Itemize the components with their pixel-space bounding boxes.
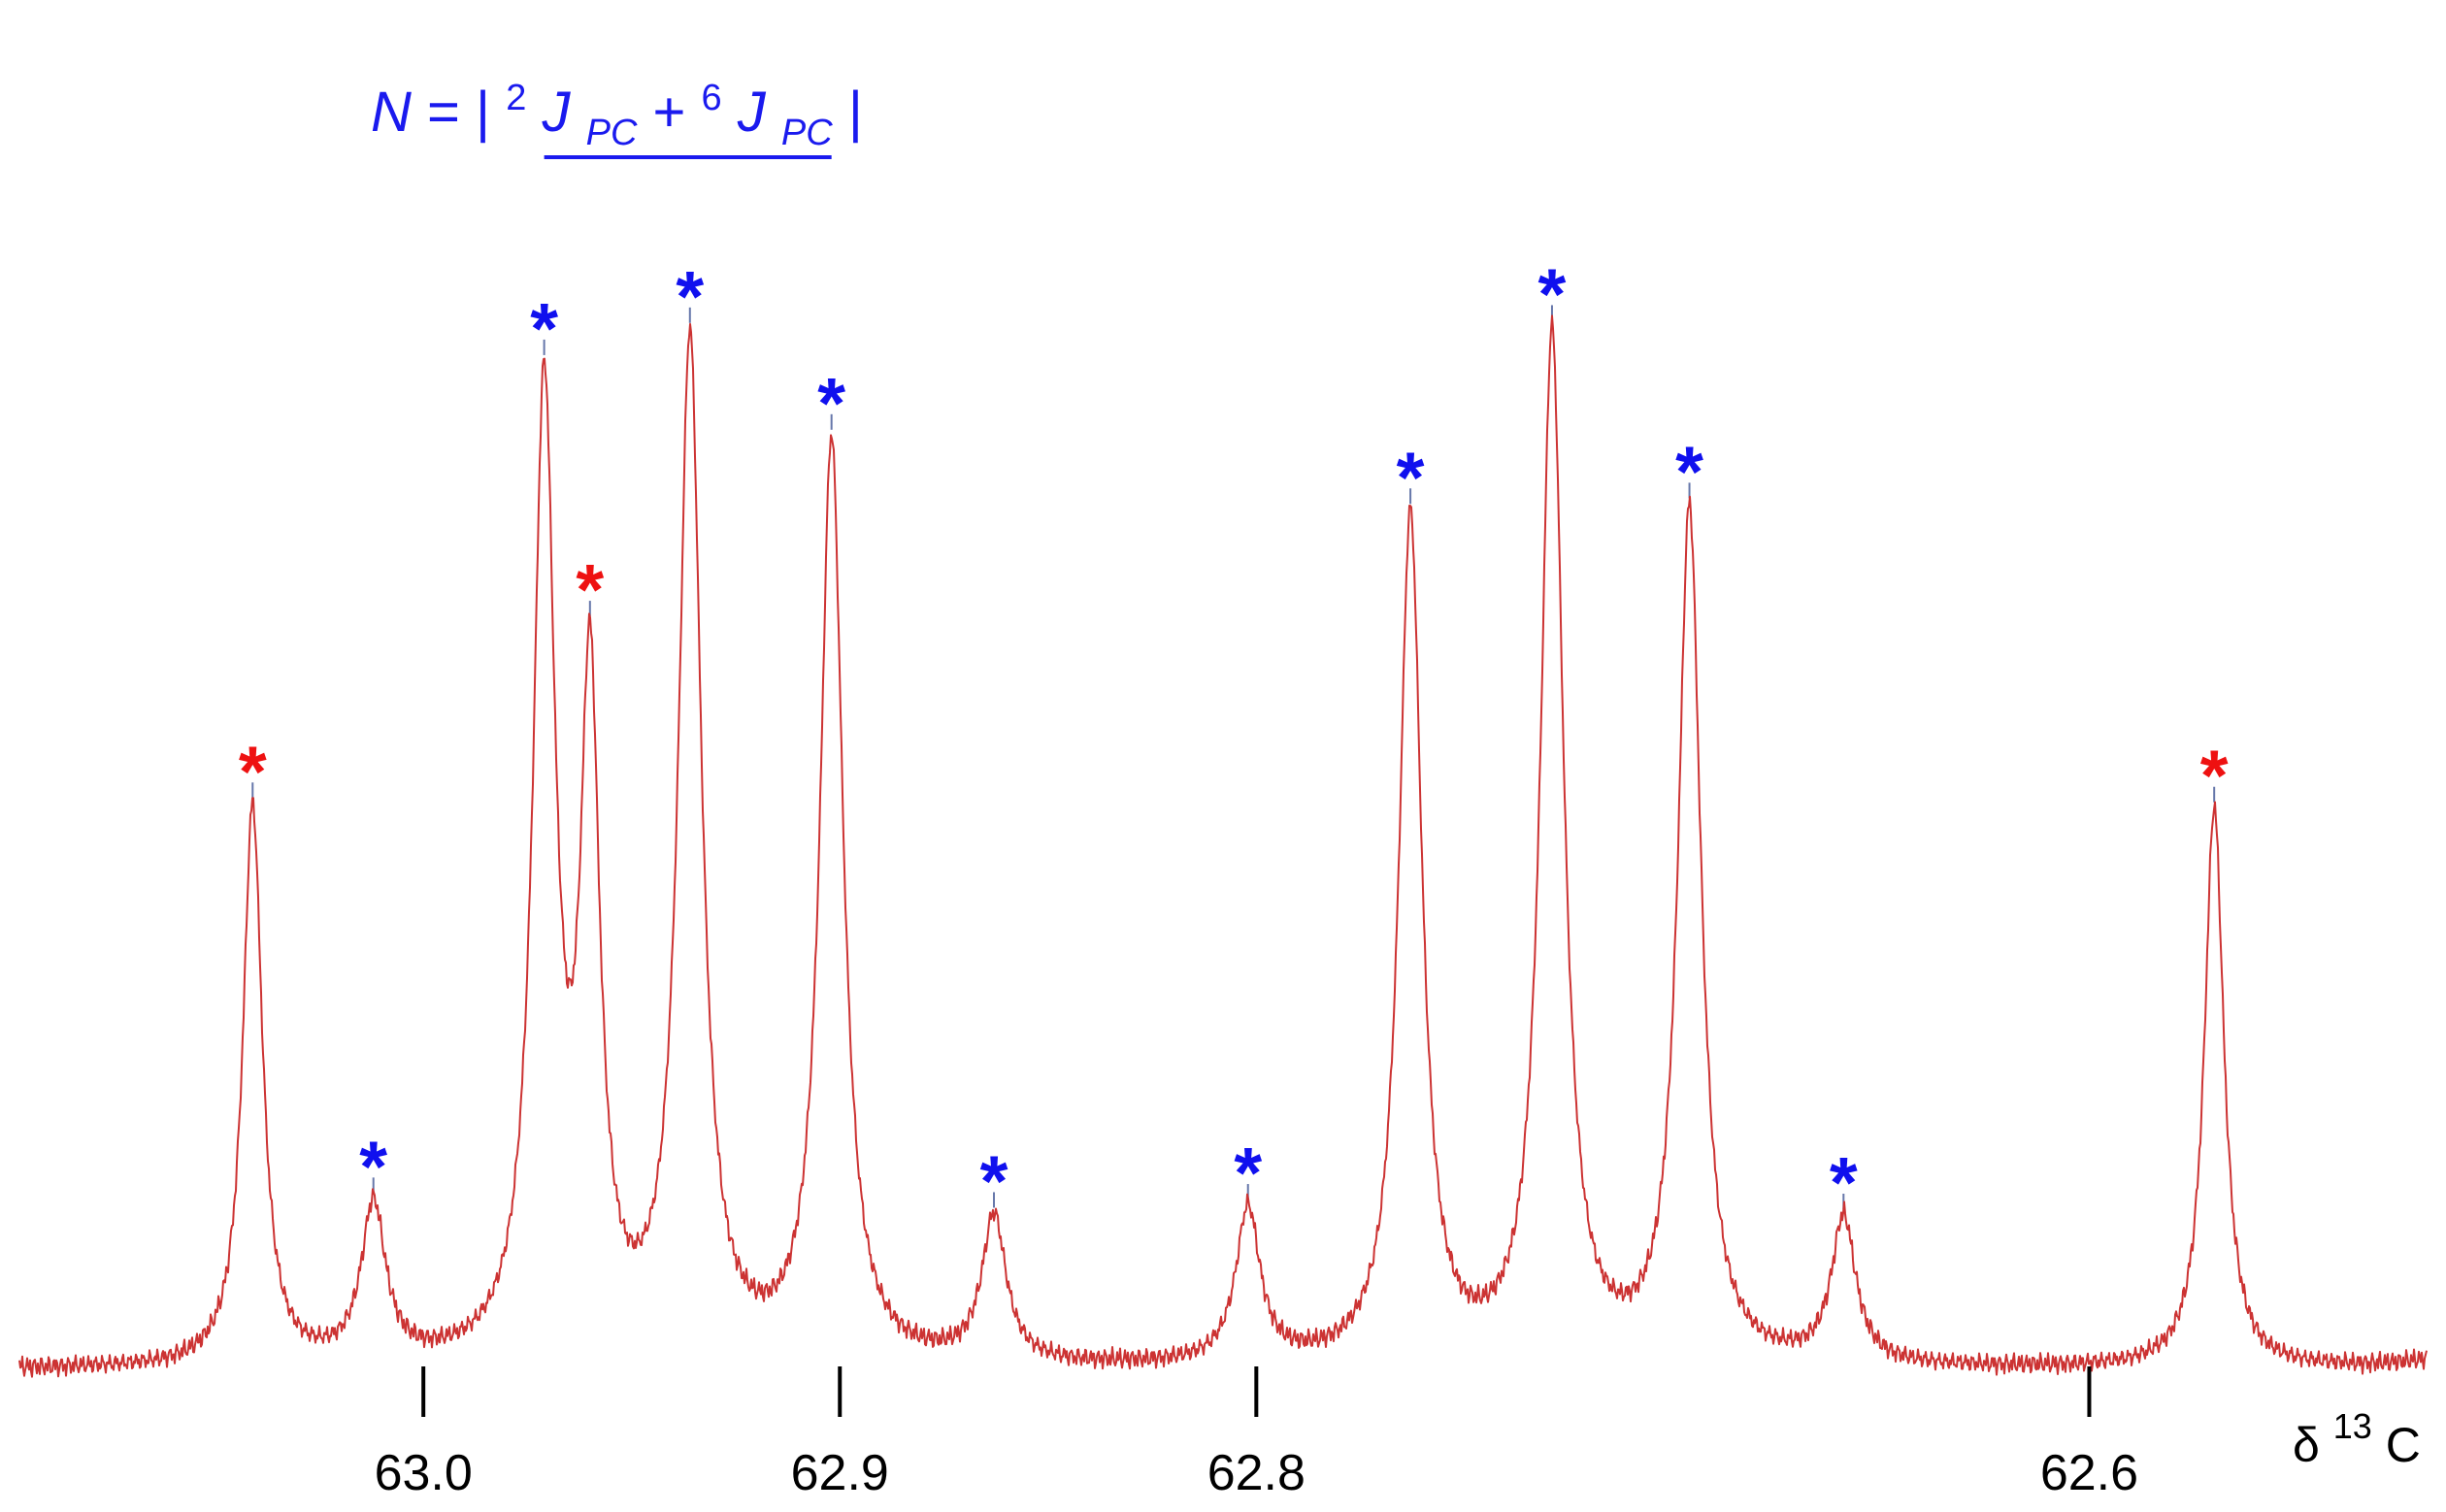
x-axis-label: δ 13 C: [2293, 1395, 2421, 1472]
peak-marker-blue: *: [980, 1140, 1008, 1221]
peak-marker-blue: *: [1538, 253, 1567, 334]
equation-superscript-6: 6: [702, 78, 722, 118]
peak-marker-red: *: [239, 731, 267, 811]
equation-equals: =: [427, 81, 476, 144]
peak-marker-blue: *: [1675, 431, 1703, 511]
x-tick-label: 62.8: [1207, 1445, 1306, 1501]
equation-J-1: J: [541, 81, 571, 144]
x-tick-label: 63.0: [375, 1445, 473, 1501]
spectrum-trace: [18, 314, 2428, 1378]
x-tick-label: 62.9: [791, 1445, 889, 1501]
peak-marker-stubs: [251, 305, 2216, 1210]
equation-superscript-2: 2: [506, 78, 526, 118]
equation-N: N: [371, 81, 412, 144]
peak-marker-blue: *: [676, 256, 704, 337]
x-axis: 63.0 62.9 62.8 62.6: [375, 1366, 2138, 1501]
peak-marker-blue: *: [1397, 437, 1425, 517]
equation-plus: +: [653, 81, 702, 144]
coupling-constant-equation: N = | 2 J PC + 6 J PC |: [371, 59, 863, 159]
x-tick-label: 62.6: [2040, 1445, 2138, 1501]
peak-marker-blue: *: [1830, 1142, 1858, 1223]
peak-marker-blue: *: [359, 1126, 387, 1206]
peak-marker-blue: *: [1234, 1133, 1262, 1213]
equation-subscript-pc-2: PC: [781, 113, 833, 153]
x-axis-label-element: C: [2386, 1418, 2421, 1472]
peak-marker-blue: *: [817, 363, 845, 444]
peak-marker-red: *: [2200, 736, 2229, 816]
equation-J-2: J: [737, 81, 767, 144]
equation-text: N = | 2 J PC + 6 J PC |: [371, 59, 863, 157]
equation-open-bar: |: [476, 81, 490, 144]
x-axis-label-symbol: δ: [2293, 1418, 2320, 1472]
peak-marker-red: *: [576, 549, 604, 630]
equation-close-bar: |: [848, 81, 863, 144]
peak-markers: **************: [239, 253, 2229, 1223]
x-axis-label-superscript: 13: [2333, 1406, 2372, 1446]
peak-marker-blue: *: [530, 288, 558, 369]
equation-subscript-pc-1: PC: [586, 113, 638, 153]
